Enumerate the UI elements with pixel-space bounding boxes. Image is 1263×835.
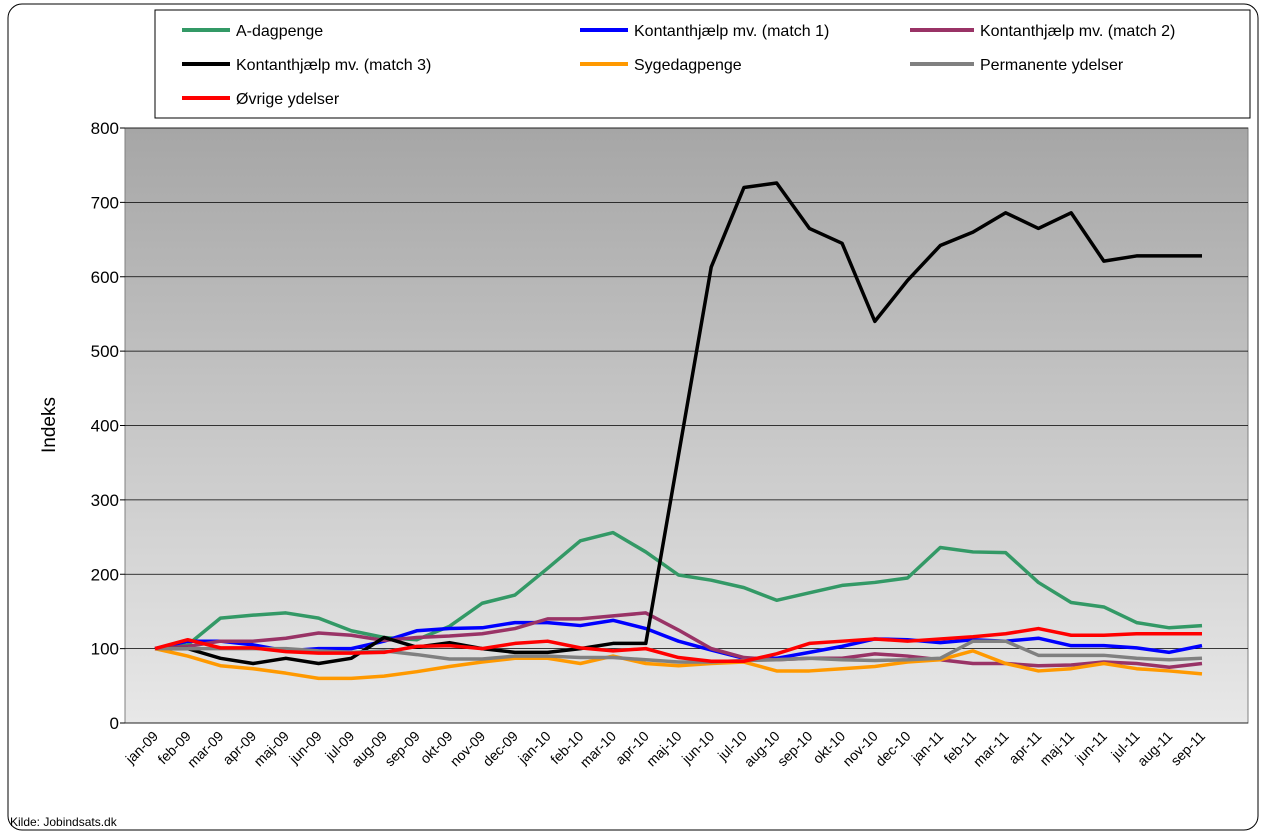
y-tick-label: 200	[91, 565, 119, 584]
series-line	[154, 530, 1203, 651]
legend-label: Kontanthjælp mv. (match 3)	[236, 57, 431, 74]
y-tick-label: 0	[110, 714, 119, 733]
series-line	[155, 181, 1202, 666]
series-line	[154, 626, 1202, 664]
series-line	[154, 611, 1203, 669]
legend-box	[154, 9, 1251, 119]
legend-label: A-dagpenge	[236, 23, 323, 40]
y-tick-label: 100	[91, 640, 119, 659]
y-tick-label: 700	[91, 193, 119, 212]
legend-label: Øvrige ydelser	[236, 91, 340, 108]
y-axis-label: Indeks	[39, 397, 60, 453]
y-tick-label: 500	[91, 342, 119, 361]
source: Kilde: Jobindsats.dk	[10, 815, 118, 829]
y-tick-label: 400	[91, 417, 119, 436]
y-tick-label: 600	[91, 268, 119, 287]
series-line	[154, 618, 1203, 661]
legend-label: Sygedagpenge	[634, 57, 742, 74]
series-line	[154, 646, 1203, 681]
legend-label: Kontanthjælp mv. (match 1)	[634, 23, 829, 40]
legend-label: Kontanthjælp mv. (match 2)	[980, 23, 1175, 40]
y-tick-label: 800	[91, 119, 119, 138]
y-tick-label: 300	[91, 491, 119, 510]
legend-label: Permanente ydelser	[980, 57, 1124, 74]
